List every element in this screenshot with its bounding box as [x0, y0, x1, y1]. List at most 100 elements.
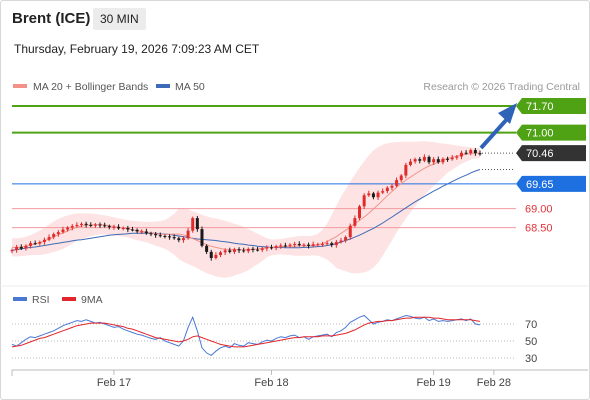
candle-body: [130, 229, 134, 231]
candle-body: [455, 156, 459, 158]
rsi-ma-line: [11, 316, 481, 348]
timestamp: Thursday, February 19, 2026 7:09:23 AM C…: [14, 42, 260, 56]
candle-body: [311, 244, 315, 246]
candle-body: [42, 239, 46, 243]
candle-body: [385, 187, 389, 192]
candle-body: [418, 159, 422, 161]
last-price-tag: [516, 145, 586, 162]
candle-body: [316, 244, 320, 246]
candle-body: [307, 244, 311, 246]
candle-body: [15, 246, 19, 251]
candle-body: [330, 243, 334, 246]
candle-body: [348, 225, 352, 238]
candle-body: [376, 192, 380, 198]
candle-body: [93, 224, 97, 226]
candle-body: [344, 237, 348, 241]
candle-body: [381, 191, 385, 193]
candle-body: [223, 250, 227, 253]
instrument-title: Brent (ICE): [12, 10, 91, 27]
candle-body: [181, 238, 185, 241]
last-price-label: 70.46: [526, 148, 554, 160]
level-tag-69.65: [516, 175, 586, 192]
rsi-level-label-50: 50: [525, 336, 537, 348]
timeframe-badge[interactable]: 30 MIN: [93, 8, 146, 30]
credit-text: Research © 2026 Trading Central: [423, 81, 580, 93]
candle-body: [413, 159, 417, 162]
candlesticks: [10, 147, 482, 261]
candle-body: [422, 156, 426, 161]
legend-label-ma50: MA 50: [175, 81, 205, 93]
candle-body: [205, 245, 209, 252]
candle-body: [38, 242, 42, 244]
candle-body: [237, 249, 241, 251]
x-tick-label: Feb 17: [97, 377, 131, 389]
candle-body: [242, 250, 246, 252]
rsi-legend-label-9ma: 9MA: [81, 294, 103, 306]
ma50-line: [11, 169, 481, 251]
candle-body: [446, 158, 450, 160]
candle-body: [279, 245, 283, 247]
candle-body: [288, 244, 292, 246]
candle-body: [33, 243, 37, 245]
candle-body: [75, 224, 79, 227]
candle-body: [441, 158, 445, 163]
candle-body: [112, 226, 116, 228]
candle-body: [362, 195, 366, 207]
rsi-line: [11, 314, 481, 357]
level-label-69.00: 69.00: [525, 204, 553, 216]
candle-body: [149, 233, 153, 235]
candle-body: [70, 226, 74, 228]
legend-swatch-ma50: [156, 84, 170, 88]
candle-body: [265, 247, 269, 249]
candle-body: [459, 152, 463, 157]
legend-label-ma20: MA 20 + Bollinger Bands: [33, 81, 148, 93]
candle-body: [61, 229, 65, 233]
candle-body: [469, 150, 473, 154]
x-tick-label: Feb 28: [477, 377, 511, 389]
candle-body: [427, 156, 431, 163]
candle-body: [24, 245, 28, 249]
candle-body: [98, 224, 102, 226]
candle-body: [66, 227, 70, 230]
level-label-69.65: 69.65: [526, 179, 554, 191]
candle-body: [478, 153, 482, 155]
candle-body: [293, 243, 297, 245]
candle-body: [325, 243, 329, 245]
candle-body: [390, 185, 394, 188]
candle-body: [246, 248, 250, 252]
candle-body: [19, 246, 23, 249]
candle-body: [186, 230, 190, 239]
rsi-level-label-30: 30: [525, 353, 537, 365]
level-label-68.50: 68.50: [525, 223, 553, 235]
candle-body: [47, 237, 51, 240]
level-tag-71.00: [516, 124, 586, 141]
candle-body: [260, 248, 264, 251]
candle-body: [52, 234, 56, 238]
candle-body: [80, 223, 84, 225]
candle-body: [126, 227, 130, 230]
candle-body: [358, 206, 362, 219]
candle-body: [297, 243, 301, 246]
level-tag-71.70: [516, 98, 586, 114]
forecast-arrow-shaft: [479, 116, 510, 150]
candle-body: [436, 159, 440, 163]
rsi-legend-label-rsi: RSI: [32, 294, 50, 306]
candle-body: [450, 157, 454, 160]
candle-body: [209, 251, 213, 258]
candle-body: [464, 152, 468, 154]
bollinger-band-area: [12, 141, 480, 278]
candle-body: [339, 240, 343, 243]
candle-body: [399, 175, 403, 181]
candle-body: [172, 237, 176, 239]
candle-body: [177, 238, 181, 241]
candle-body: [274, 246, 278, 249]
candle-body: [56, 232, 60, 235]
candle-body: [168, 236, 172, 238]
candle-body: [395, 180, 399, 186]
candle-body: [214, 254, 218, 258]
candle-body: [200, 229, 204, 246]
candle-body: [283, 245, 287, 247]
candle-body: [432, 159, 436, 163]
candle-body: [29, 243, 33, 246]
chart-header: Brent (ICE) 30 MIN: [1, 1, 589, 37]
